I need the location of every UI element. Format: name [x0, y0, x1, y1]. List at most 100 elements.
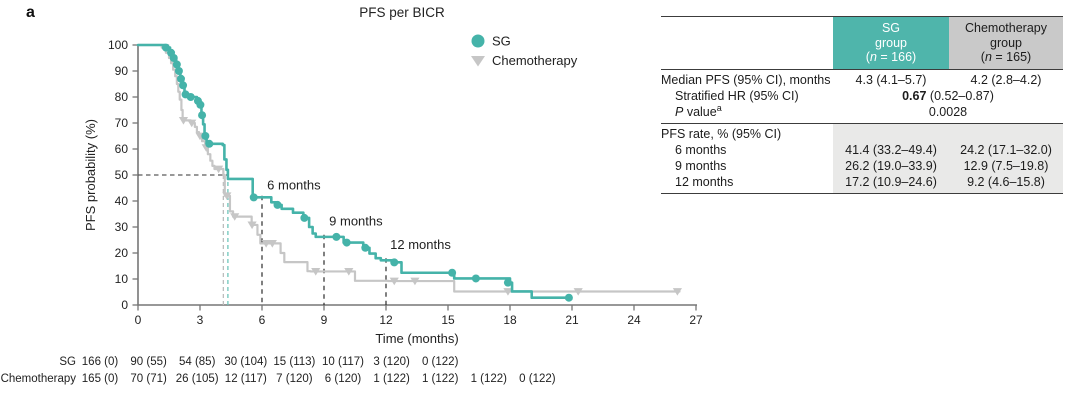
censor-triangle [247, 221, 257, 230]
censor-circle [176, 74, 185, 83]
x-tick-label: 3 [197, 313, 204, 327]
censor-circle [300, 213, 309, 222]
at-risk-table: SG 166 (0) 90 (55) 54 (85) 30 (104) 15 (113) 1… [0, 355, 720, 405]
stats-table: SG group (n = 166) Chemotherapy group (n… [661, 16, 1063, 194]
censor-triangle [344, 268, 354, 276]
at-risk-value: 70 (71) [130, 372, 167, 385]
censor-triangle [389, 277, 399, 286]
y-tick-label: 60 [115, 142, 129, 156]
y-axis-label: PFS probability (%) [83, 119, 98, 231]
censor-triangle [267, 239, 277, 248]
header-chemo-group: Chemotherapy group (n = 165) [949, 17, 1063, 69]
censor-triangle [230, 213, 240, 221]
at-risk-row-label: Chemotherapy [0, 372, 76, 385]
censor-circle [390, 258, 399, 267]
pfs-rate-section: PFS rate, % (95% CI) 6 months 41.4 (33.2… [661, 123, 1063, 194]
panel-label: a [26, 4, 35, 21]
censor-circle [198, 111, 207, 120]
y-tick-label: 20 [115, 246, 129, 260]
censor-circle [249, 193, 258, 202]
p-value: 0.0028 [928, 105, 968, 119]
rate-6mo-row: 6 months 41.4 (33.2–49.4) 24.2 (17.1–32.… [675, 143, 1052, 157]
km-chart: PFS per BICR 0 10 20 30 40 50 60 70 80 90 100 0 3 6 9 12… [83, 5, 703, 346]
at-risk-value: 165 (0) [81, 372, 119, 385]
chart-title: PFS per BICR [359, 5, 445, 20]
y-tick-label: 30 [115, 220, 129, 234]
at-risk-value: 12 (117) [224, 372, 267, 385]
x-tick-label: 27 [689, 313, 703, 327]
header-spacer [661, 17, 833, 69]
median-pfs-sg: 4.3 (4.1–5.7) [855, 73, 927, 87]
censor-circle [564, 293, 573, 302]
censor-triangle [214, 165, 224, 174]
at-risk-value: 6 (120) [324, 372, 362, 385]
censor-triangle [187, 119, 197, 128]
pfs-rate-header-row: PFS rate, % (95% CI) [661, 127, 782, 141]
y-tick-label: 90 [115, 64, 129, 78]
censor-circle [161, 43, 170, 52]
legend-chemo-marker [471, 56, 485, 67]
hr-value: 0.67 (0.52–0.87) [902, 89, 994, 103]
at-risk-value: 1 (122) [470, 372, 508, 385]
y-tick-label: 100 [108, 38, 128, 52]
censor-circle [342, 238, 351, 247]
median-pfs-row: Median PFS (95% CI), months 4.3 (4.1–5.7… [661, 72, 1063, 88]
at-risk-value: 15 (113) [273, 356, 316, 368]
stats-table-body: Median PFS (95% CI), months 4.3 (4.1–5.7… [661, 70, 1063, 123]
censor-triangle [222, 192, 232, 200]
legend-label-chemotherapy: Chemotherapy [492, 53, 578, 68]
p-value-row: P valuea 0.0028 [661, 103, 1063, 120]
annotation-6-months: 6 months [267, 177, 321, 192]
censor-circle [172, 60, 181, 69]
at-risk-row-label: SG [59, 356, 76, 368]
censor-circle [503, 278, 512, 287]
at-risk-value: 90 (55) [130, 356, 167, 368]
censor-circle [201, 132, 210, 140]
censor-triangle [311, 268, 321, 276]
at-risk-value: 30 (104) [224, 356, 268, 368]
at-risk-value: 7 (120) [276, 372, 313, 385]
annotation-9-months: 9 months [329, 214, 383, 229]
x-tick-label: 12 [379, 313, 393, 327]
at-risk-value: 1 (122) [373, 372, 410, 385]
median-pfs-chemo: 4.2 (2.8–4.2) [970, 73, 1042, 87]
rate-12mo-row: 12 months 17.2 (10.9–24.6) 9.2 (4.6–15.8… [675, 175, 1045, 189]
at-risk-value: 166 (0) [81, 356, 119, 368]
at-risk-value: 0 (122) [421, 356, 459, 368]
y-tick-label: 10 [115, 272, 129, 286]
section-shade [833, 124, 1063, 193]
censor-circle [169, 54, 178, 62]
x-tick-label: 24 [627, 313, 641, 327]
censor-circle [471, 274, 480, 283]
y-tick-label: 70 [115, 116, 129, 130]
at-risk-value: 1 (122) [421, 372, 459, 385]
censor-circle [448, 268, 457, 277]
censor-triangle [503, 288, 513, 296]
censor-circle [332, 232, 341, 241]
rate-9mo-row: 9 months 26.2 (19.0–33.9) 12.9 (7.5–19.8… [675, 159, 1049, 173]
censor-circle [186, 93, 195, 101]
censor-triangle [178, 117, 189, 125]
censor-circle [174, 67, 183, 75]
censor-triangle [672, 288, 682, 296]
x-axis-label: Time (months) [375, 331, 458, 346]
at-risk-value: 3 (120) [373, 356, 410, 368]
x-tick-label: 21 [565, 313, 579, 327]
censor-circle [205, 139, 214, 148]
hr-row: Stratified HR (95% CI) 0.67 (0.52–0.87) [661, 88, 1063, 104]
at-risk-value: 0 (122) [519, 372, 556, 385]
at-risk-row-sg: SG 166 (0) 90 (55) 54 (85) 30 (104) 15 (113) 1… [0, 355, 720, 370]
x-tick-label: 9 [321, 313, 328, 327]
x-tick-label: 0 [135, 313, 142, 327]
censor-triangle [261, 239, 271, 248]
y-tick-label: 0 [121, 298, 128, 312]
censor-circle [361, 243, 370, 252]
censor-circle [179, 81, 188, 90]
curve-sg [136, 43, 571, 300]
curve-chemotherapy [136, 43, 681, 293]
legend-label-sg: SG [492, 34, 511, 49]
at-risk-value: 54 (85) [178, 356, 216, 368]
censor-circle [196, 100, 205, 109]
x-tick-label: 15 [441, 313, 455, 327]
